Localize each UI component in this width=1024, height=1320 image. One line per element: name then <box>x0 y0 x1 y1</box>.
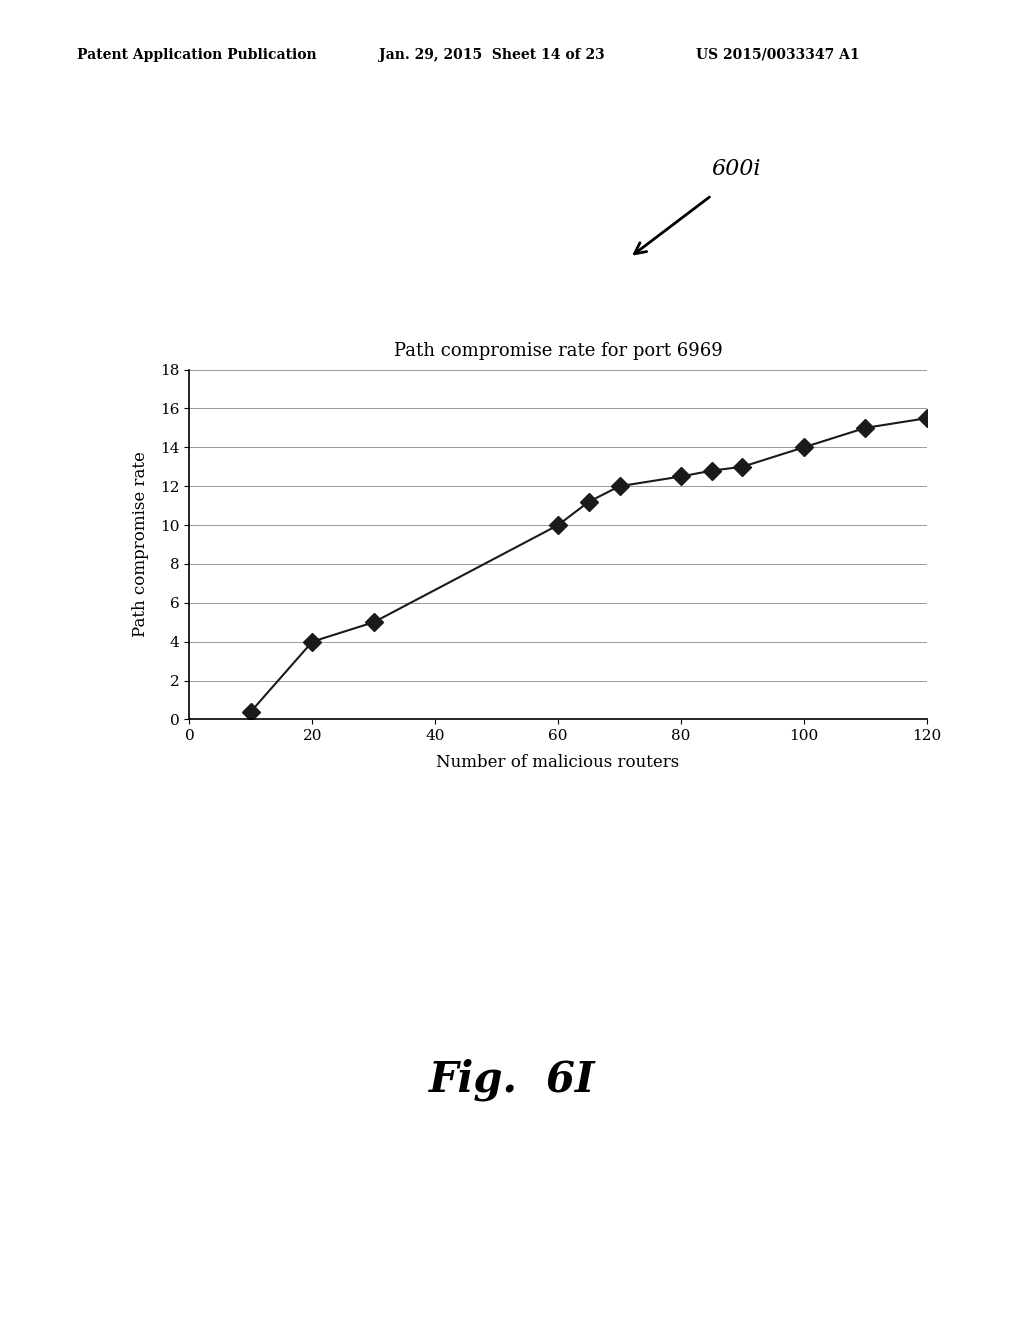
Text: Patent Application Publication: Patent Application Publication <box>77 48 316 62</box>
Text: Fig.  6I: Fig. 6I <box>429 1059 595 1101</box>
X-axis label: Number of malicious routers: Number of malicious routers <box>436 754 680 771</box>
Text: US 2015/0033347 A1: US 2015/0033347 A1 <box>696 48 860 62</box>
Text: Jan. 29, 2015  Sheet 14 of 23: Jan. 29, 2015 Sheet 14 of 23 <box>379 48 604 62</box>
Y-axis label: Path compromise rate: Path compromise rate <box>132 451 150 638</box>
Title: Path compromise rate for port 6969: Path compromise rate for port 6969 <box>393 342 723 360</box>
Text: 600i: 600i <box>712 158 761 181</box>
